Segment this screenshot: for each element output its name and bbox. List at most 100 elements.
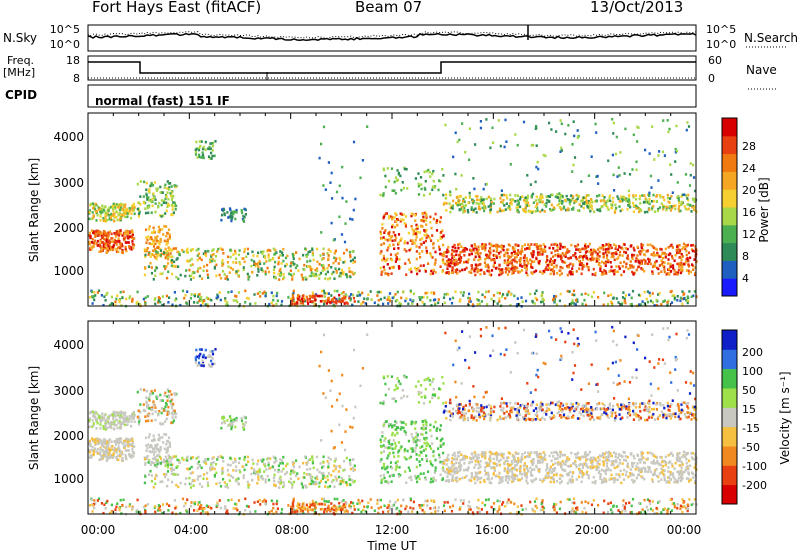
velocity-cell: [252, 462, 255, 465]
velocity-scatter: [88, 325, 698, 516]
power-cell: [544, 250, 547, 253]
power-cell: [235, 257, 238, 260]
velocity-cell: [274, 456, 277, 460]
power-cbar-swatch: [722, 189, 737, 208]
power-cell: [370, 298, 373, 301]
velocity-cell: [346, 483, 349, 487]
power-cell: [379, 252, 382, 255]
power-cell: [132, 204, 135, 207]
power-cell: [529, 292, 532, 296]
power-cell: [621, 247, 624, 250]
power-cell: [385, 258, 388, 262]
velocity-cell: [258, 468, 261, 471]
power-cell: [304, 247, 307, 250]
velocity-cell: [91, 445, 94, 449]
power-cell: [519, 196, 522, 199]
power-cell: [121, 296, 124, 300]
power-cell: [146, 295, 149, 298]
velocity-cell: [167, 465, 170, 469]
power-cell: [119, 232, 122, 236]
velocity-cell: [291, 483, 294, 486]
velocity-cell: [107, 417, 110, 421]
power-cell: [577, 248, 580, 252]
power-cell: [622, 198, 625, 201]
power-cell: [525, 203, 528, 207]
power-cell: [291, 252, 294, 256]
velocity-cell: [230, 419, 233, 423]
velocity-cell: [163, 447, 166, 451]
power-cell: [652, 193, 655, 197]
velocity-cell: [227, 424, 230, 427]
power-cell: [470, 252, 473, 256]
velocity-cell: [99, 423, 102, 426]
power-cell: [520, 250, 523, 253]
velocity-cell: [521, 508, 524, 511]
power-cell: [580, 272, 583, 276]
velocity-cell: [161, 436, 164, 439]
power-cell: [676, 245, 679, 248]
power-cell: [398, 301, 401, 305]
power-cell: [342, 272, 345, 276]
power-cell: [90, 290, 94, 294]
power-cell: [390, 272, 393, 275]
velocity-cell: [110, 453, 113, 457]
power-cell: [164, 256, 167, 260]
power-cell: [292, 272, 295, 276]
power-cell: [616, 257, 619, 261]
power-cell: [520, 247, 523, 251]
power-cell: [670, 195, 673, 198]
power-cell: [568, 202, 571, 206]
power-cell: [481, 243, 484, 246]
power-cell: [597, 182, 600, 185]
power-cell: [161, 272, 164, 275]
power-cell: [335, 190, 339, 194]
power-cell: [632, 204, 636, 207]
power-cell: [544, 154, 547, 158]
power-cell: [126, 234, 129, 237]
power-cell: [144, 207, 147, 210]
power-cell: [160, 252, 163, 256]
power-cell: [221, 208, 224, 211]
velocity-cell: [242, 427, 245, 430]
velocity-cell: [149, 445, 152, 449]
power-cell: [153, 229, 156, 233]
power-cell: [612, 173, 615, 177]
power-cell: [217, 295, 220, 298]
power-cell: [598, 255, 601, 258]
power-cell: [482, 187, 485, 191]
power-cell: [323, 300, 326, 303]
velocity-cell: [188, 476, 191, 480]
power-cell: [349, 255, 352, 259]
power-scatter: [88, 117, 698, 308]
power-cell: [133, 212, 136, 216]
power-cell: [250, 264, 253, 268]
power-cell: [524, 196, 527, 199]
velocity-cell: [156, 459, 159, 462]
power-cell: [566, 208, 569, 212]
power-cell: [114, 240, 117, 244]
velocity-cell: [326, 478, 329, 482]
power-cell: [343, 302, 346, 305]
power-cell: [395, 213, 398, 217]
velocity-cell: [349, 463, 352, 467]
power-cell: [208, 298, 211, 301]
velocity-cell: [189, 482, 193, 486]
power-cell: [543, 203, 546, 206]
power-cell: [210, 259, 214, 263]
power-cell: [578, 209, 581, 212]
velocity-cell: [197, 356, 201, 360]
velocity-cell: [150, 479, 154, 483]
power-cell: [384, 185, 387, 189]
power-cell: [164, 267, 167, 271]
power-cell: [197, 148, 201, 152]
power-cell: [536, 160, 539, 164]
power-cell: [176, 257, 179, 260]
power-cell: [540, 249, 543, 253]
power-cell: [516, 203, 519, 206]
power-cell: [479, 252, 482, 255]
power-cell: [564, 261, 567, 264]
power-cell: [444, 197, 447, 200]
velocity-cell: [92, 452, 95, 456]
power-cell: [291, 261, 295, 264]
power-cell: [345, 301, 348, 304]
